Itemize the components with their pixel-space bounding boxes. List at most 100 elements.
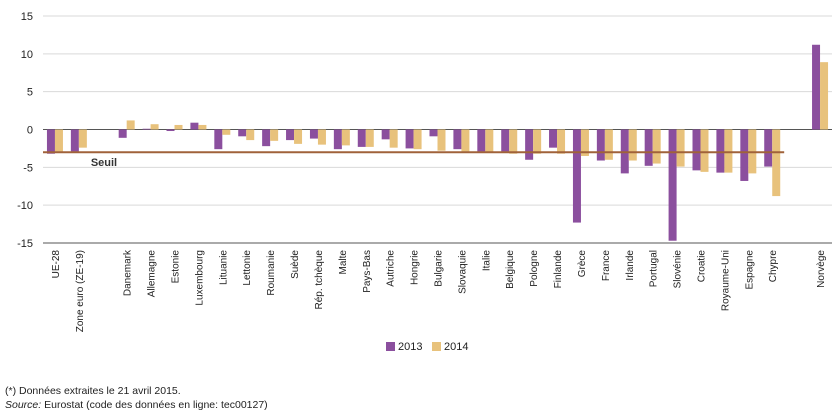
bar-2014: [437, 129, 446, 151]
threshold-line: Seuil: [43, 151, 785, 169]
x-tick-label: Pologne: [529, 250, 540, 287]
bar-2014: [533, 129, 542, 154]
x-tick-label: Suède: [290, 250, 301, 279]
y-tick-label: -15: [17, 238, 33, 250]
bar-2013: [166, 129, 175, 132]
bar-2013: [692, 129, 701, 171]
bar-2014: [628, 129, 637, 161]
bar-2014: [317, 129, 326, 145]
x-tick-label: Espagne: [744, 250, 755, 290]
bar-2014: [820, 62, 829, 130]
bar-2013: [549, 129, 558, 148]
bar-2013: [572, 129, 581, 223]
bar-2014: [509, 129, 518, 154]
x-tick-label: Zone euro (ZE-19): [75, 250, 86, 332]
bar-2014: [604, 129, 613, 160]
x-tick-label: Belgique: [505, 250, 516, 289]
bar-2013: [501, 129, 510, 152]
bar-2013: [309, 129, 318, 139]
bar-2013: [453, 129, 462, 150]
x-tick-label: Lituanie: [218, 250, 229, 285]
legend-swatch-2013: [386, 342, 395, 351]
bar-2014: [198, 124, 207, 130]
bar-2013: [596, 129, 605, 161]
y-tick-label: 15: [21, 11, 33, 23]
threshold-label: Seuil: [91, 157, 117, 169]
x-tick-label: Lettonie: [242, 250, 253, 286]
bar-2014: [54, 129, 63, 152]
x-tick-label: Chypre: [768, 250, 779, 283]
bar-2014: [174, 124, 183, 130]
bar-chart: Seuil 15 10 5 0 -5 -10 -15 UE-28 Zone euro (ZE-…: [17, 11, 832, 353]
bar-2014: [246, 129, 255, 141]
x-tick-label: Royaume-Uni: [720, 250, 731, 311]
bar-2014: [389, 129, 398, 148]
y-tick-label: 10: [21, 49, 33, 61]
bar-2014: [150, 124, 159, 130]
x-tick-label: Allemagne: [147, 250, 158, 298]
x-tick-label: France: [601, 250, 612, 282]
bar-2013: [644, 129, 653, 166]
x-tick-label: Malte: [338, 250, 349, 275]
bar-2014: [461, 129, 470, 152]
bar-2014: [126, 120, 135, 130]
x-tick-label: Norvège: [816, 250, 827, 288]
legend-swatch-2014: [432, 342, 441, 351]
legend-label-2014: 2014: [444, 341, 468, 353]
x-tick-label: Luxembourg: [194, 250, 205, 306]
bar-2013: [668, 129, 677, 241]
bar-2013: [740, 129, 749, 181]
x-tick-label: Italie: [481, 250, 492, 272]
bar-2013: [333, 129, 342, 150]
bar-2014: [341, 129, 350, 146]
bar-2014: [413, 129, 422, 150]
bar-2013: [214, 129, 223, 150]
x-tick-label: Pays-Bas: [362, 250, 373, 293]
x-tick-label: Rép. tchèque: [314, 250, 325, 310]
y-axis: 15 10 5 0 -5 -10 -15: [17, 11, 33, 250]
x-tick-label: Autriche: [386, 250, 397, 287]
bar-2013: [764, 129, 773, 167]
bar-2013: [142, 128, 151, 130]
x-tick-label: Hongrie: [410, 250, 421, 285]
bar-2014: [724, 129, 733, 173]
x-tick-label: Irlande: [625, 250, 636, 281]
x-tick-label: UE-28: [51, 250, 62, 279]
bar-2014: [700, 129, 709, 172]
bar-2013: [118, 129, 127, 138]
source-line: Source: Eurostat (code des données en li…: [5, 398, 268, 412]
bar-2014: [294, 129, 303, 144]
x-tick-label: Croatie: [697, 250, 708, 283]
bars: [46, 44, 829, 241]
notes: (*) Données extraites le 21 avril 2015. …: [5, 384, 268, 412]
x-tick-label: Slovénie: [673, 250, 684, 289]
x-tick-label: Danemark: [123, 249, 134, 296]
bar-2014: [557, 129, 566, 154]
bar-2013: [812, 44, 821, 130]
bar-2014: [222, 129, 231, 135]
x-tick-label: Finlande: [553, 250, 564, 289]
bar-2014: [676, 129, 685, 167]
bar-2013: [286, 129, 295, 141]
bar-2013: [70, 129, 79, 152]
bar-2013: [190, 122, 199, 130]
source-text: Eurostat (code des données en ligne: tec…: [41, 399, 268, 411]
y-tick-label: 0: [27, 125, 33, 137]
bar-2014: [365, 129, 374, 147]
bar-2013: [46, 129, 55, 154]
bar-2014: [270, 129, 279, 141]
bar-2014: [485, 129, 494, 153]
bar-2013: [429, 129, 438, 137]
legend: 2013 2014: [386, 341, 468, 353]
x-axis: UE-28 Zone euro (ZE-19) Danemark Allemagne E…: [43, 242, 832, 332]
bar-2014: [580, 129, 589, 156]
footnote: (*) Données extraites le 21 avril 2015.: [5, 385, 181, 397]
bar-2013: [525, 129, 534, 160]
x-tick-label: Grèce: [577, 250, 588, 278]
bar-2014: [772, 129, 781, 197]
y-tick-label: -5: [23, 162, 33, 174]
bar-2013: [262, 129, 271, 147]
bar-2013: [381, 129, 390, 140]
bar-2014: [652, 129, 661, 164]
bar-2013: [477, 129, 486, 152]
